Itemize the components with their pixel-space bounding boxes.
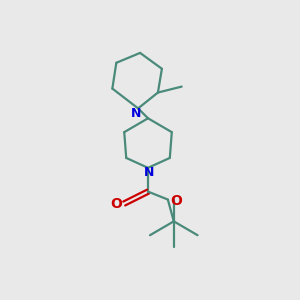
Text: N: N [144,166,154,179]
Text: N: N [131,107,141,120]
Text: O: O [110,197,122,212]
Text: O: O [170,194,182,208]
